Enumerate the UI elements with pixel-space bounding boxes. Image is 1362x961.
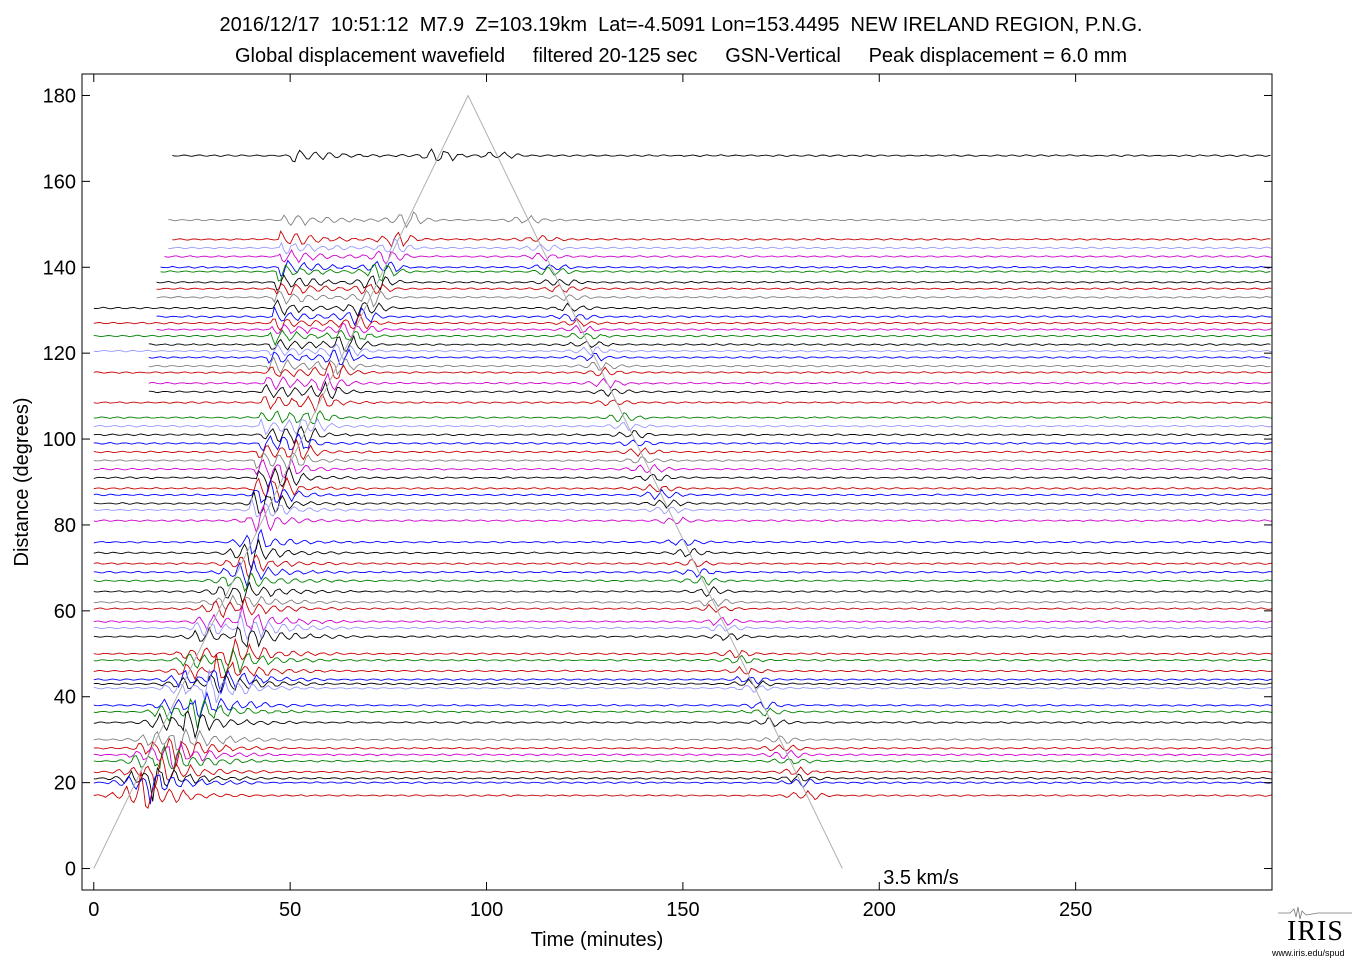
seismogram-trace — [93, 410, 1273, 425]
seismogram-trace — [93, 360, 1273, 380]
seismogram-trace — [93, 770, 1273, 810]
seismogram-trace — [156, 289, 1272, 308]
seismogram-trace — [93, 554, 1273, 581]
seismogram-trace — [148, 348, 1271, 366]
seismogram-trace — [93, 528, 1273, 555]
y-axis: 0 20 40 60 80 100 120 140 160 180 — [43, 85, 1272, 881]
y-axis-label: Distance (degrees) — [11, 398, 33, 567]
seismogram-trace — [93, 458, 1273, 481]
seismogram-trace — [93, 637, 1273, 667]
seismogram-trace — [93, 774, 1273, 805]
seismogram-trace — [93, 766, 1272, 802]
seismogram-trace — [93, 653, 1273, 681]
seismogram-trace — [172, 229, 1271, 249]
seismogram-trace — [93, 312, 1273, 331]
seismogram-trace — [93, 425, 1273, 445]
seismogram-trace — [93, 504, 1273, 534]
reference-curve — [93, 94, 843, 869]
chart-title: 2016/12/17 10:51:12 M7.9 Z=103.19km Lat=… — [219, 14, 1143, 36]
iris-logo-text: IRIS — [1287, 916, 1344, 947]
seismogram-trace — [93, 433, 1273, 452]
seismogram-trace — [93, 596, 1273, 619]
seismogram-trace — [93, 737, 1273, 767]
seismogram-trace — [93, 329, 1273, 347]
seismogram-trace — [93, 626, 1273, 648]
seismogram-trace — [93, 478, 1273, 504]
y-tick-label: 140 — [43, 257, 76, 279]
y-tick-label: 180 — [43, 85, 76, 107]
x-tick-label: 100 — [470, 899, 503, 921]
plot-frame — [81, 73, 1273, 891]
seismogram-trace — [93, 710, 1273, 740]
seismogram-trace — [93, 572, 1273, 593]
seismogram-trace — [93, 669, 1273, 704]
y-tick-label: 0 — [65, 859, 76, 881]
seismogram-trace — [93, 611, 1273, 641]
seismogram-trace — [93, 647, 1273, 676]
x-tick-label: 50 — [279, 899, 301, 921]
seismogram-trace — [172, 148, 1271, 163]
seismogram-trace — [93, 343, 1273, 361]
seismogram-trace — [168, 211, 1272, 229]
seismogram-trace — [148, 356, 1271, 376]
x-axis-label: Time (minutes) — [531, 929, 664, 951]
seismogram-trace — [93, 691, 1273, 720]
y-tick-label: 160 — [43, 171, 76, 193]
seismogram-trace — [93, 497, 1273, 518]
seismogram-trace — [164, 249, 1273, 265]
iris-url[interactable]: www.iris.edu/spud — [1272, 948, 1345, 958]
seismogram-trace — [156, 283, 1272, 296]
seismogram-trace — [93, 417, 1273, 436]
y-tick-label: 80 — [54, 515, 76, 537]
seismogram-trace — [160, 259, 1271, 277]
velocity-annotation: 3.5 km/s — [883, 867, 959, 889]
seismogram-trace — [93, 438, 1273, 461]
seismogram-trace — [93, 605, 1273, 632]
seismogram-trace — [93, 754, 1273, 788]
seismogram-trace — [93, 452, 1273, 471]
seismogram-trace — [93, 299, 1273, 318]
y-tick-label: 60 — [54, 601, 76, 623]
seismogram-trace — [156, 322, 1272, 338]
seismogram-trace — [93, 559, 1273, 588]
seismogram-trace — [93, 393, 1273, 414]
trace-group — [93, 148, 1273, 810]
x-axis: 0 50 100 150 200 250 — [88, 74, 1092, 921]
seismogram-trace — [93, 490, 1273, 514]
y-tick-label: 20 — [54, 773, 76, 795]
x-tick-label: 0 — [88, 899, 99, 921]
seismogram-trace — [168, 238, 1272, 255]
seismogram-trace — [93, 697, 1273, 729]
x-tick-label: 150 — [666, 899, 699, 921]
seismogram-trace — [148, 334, 1271, 352]
y-tick-label: 100 — [43, 429, 76, 451]
iris-logo-icon — [1278, 906, 1352, 920]
velocity-curve — [93, 94, 843, 869]
x-tick-label: 200 — [863, 899, 896, 921]
seismogram-trace — [93, 476, 1273, 502]
x-tick-label: 250 — [1059, 899, 1092, 921]
seismogram-trace — [148, 380, 1271, 400]
seismogram-trace — [93, 744, 1273, 770]
seismogram-trace — [156, 306, 1272, 327]
seismogram-trace — [93, 581, 1273, 604]
seismogram-trace — [93, 466, 1273, 490]
seismogram-trace — [93, 741, 1272, 772]
seismogram-trace — [156, 274, 1272, 291]
seismogram-trace — [93, 669, 1273, 695]
seismogram-trace — [93, 673, 1273, 694]
chart-subtitle: Global displacement wavefield filtered 2… — [234, 45, 1128, 67]
seismogram-trace — [93, 728, 1273, 751]
seismogram-trace — [160, 263, 1271, 282]
seismogram-trace — [93, 538, 1273, 571]
seismogram-trace — [93, 594, 1272, 611]
y-tick-label: 120 — [43, 343, 76, 365]
y-tick-label: 40 — [54, 687, 76, 709]
seismogram-trace — [148, 372, 1271, 392]
